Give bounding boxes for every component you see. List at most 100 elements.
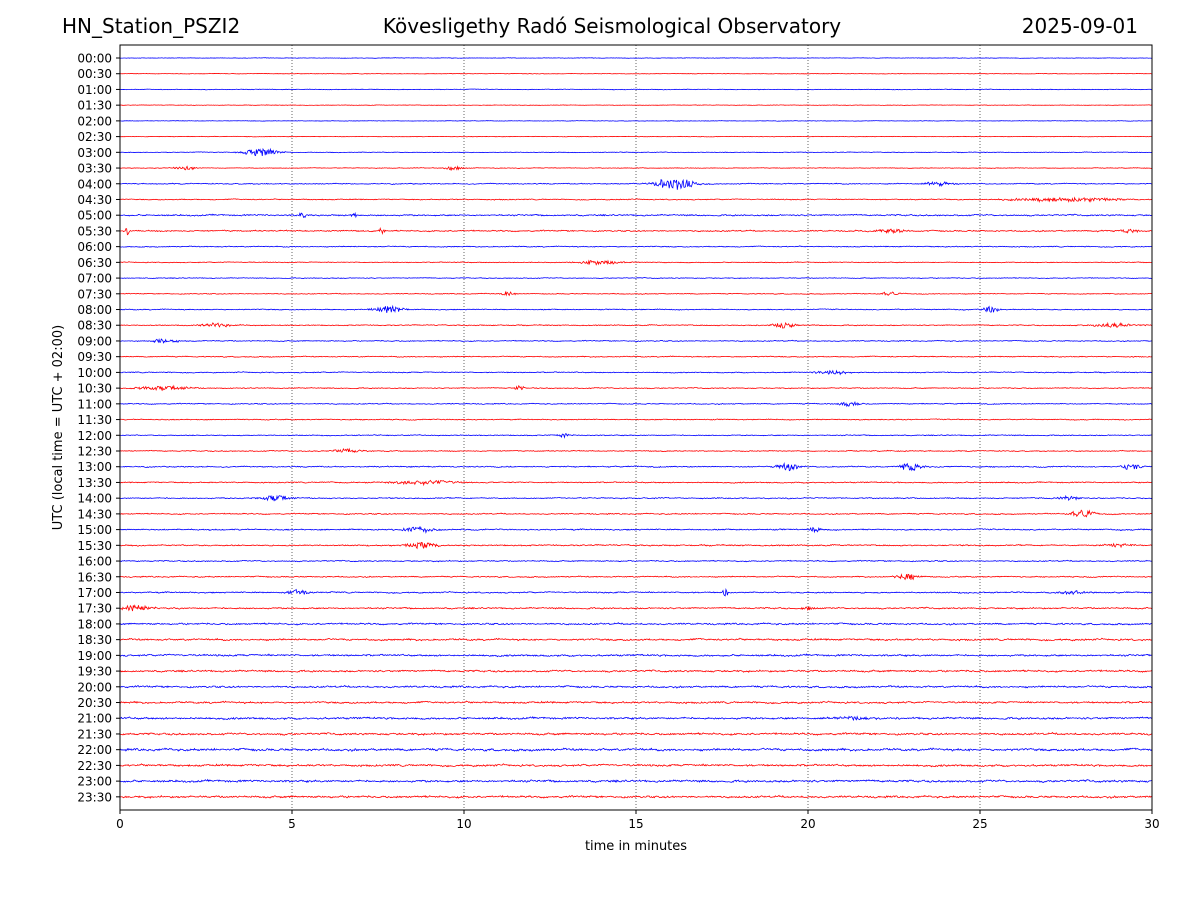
trace-2030 bbox=[119, 700, 1153, 705]
trace-0100 bbox=[119, 88, 1153, 91]
y-tick-label: 11:00 bbox=[77, 397, 112, 411]
y-tick-label: 04:30 bbox=[77, 193, 112, 207]
y-tick-label: 22:30 bbox=[77, 759, 112, 773]
trace-1700 bbox=[119, 587, 1153, 597]
trace-1000 bbox=[119, 369, 1153, 376]
trace-0230 bbox=[119, 135, 1153, 138]
y-tick-label: 23:00 bbox=[77, 775, 112, 789]
trace-2300 bbox=[119, 778, 1153, 784]
y-tick-label: 10:30 bbox=[77, 382, 112, 396]
y-tick-label: 03:30 bbox=[77, 162, 112, 176]
trace-0630 bbox=[119, 259, 1153, 266]
y-tick-label: 18:30 bbox=[77, 633, 112, 647]
y-tick-label: 06:00 bbox=[77, 240, 112, 254]
trace-0830 bbox=[119, 321, 1153, 329]
trace-0330 bbox=[119, 165, 1153, 171]
x-axis-ticks: 0 5 10 15 20 25 30 bbox=[116, 810, 1160, 831]
y-tick-label: 02:00 bbox=[77, 114, 112, 128]
y-tick-label: 00:30 bbox=[77, 67, 112, 81]
seismogram-traces bbox=[119, 57, 1153, 799]
trace-1430 bbox=[119, 509, 1153, 518]
y-tick-label: 09:30 bbox=[77, 350, 112, 364]
y-tick-label: 17:00 bbox=[77, 586, 112, 600]
trace-0400 bbox=[119, 178, 1153, 190]
grid-lines bbox=[291, 45, 981, 810]
y-tick-label: 18:00 bbox=[77, 617, 112, 631]
trace-1930 bbox=[119, 669, 1153, 674]
trace-0700 bbox=[119, 277, 1153, 280]
trace-0530 bbox=[119, 226, 1153, 236]
y-tick-label: 12:00 bbox=[77, 429, 112, 443]
chart-date: 2025-09-01 bbox=[1021, 14, 1138, 38]
chart-title: Kövesligethy Radó Seismological Observat… bbox=[382, 14, 842, 38]
y-tick-label: 07:30 bbox=[77, 287, 112, 301]
y-tick-label: 19:00 bbox=[77, 649, 112, 663]
trace-1400 bbox=[119, 494, 1153, 502]
trace-0130 bbox=[119, 104, 1153, 106]
y-tick-label: 08:30 bbox=[77, 319, 112, 333]
y-tick-label: 14:30 bbox=[77, 507, 112, 521]
trace-2230 bbox=[119, 763, 1153, 768]
y-tick-label: 12:30 bbox=[77, 445, 112, 459]
trace-0600 bbox=[119, 245, 1153, 248]
y-tick-label: 21:00 bbox=[77, 712, 112, 726]
trace-0730 bbox=[119, 290, 1153, 297]
y-tick-label: 06:30 bbox=[77, 256, 112, 270]
y-tick-label: 10:00 bbox=[77, 366, 112, 380]
y-tick-label: 14:00 bbox=[77, 492, 112, 506]
y-tick-label: 11:30 bbox=[77, 413, 112, 427]
trace-2130 bbox=[119, 731, 1153, 737]
trace-1730 bbox=[119, 604, 1153, 612]
y-tick-label: 16:00 bbox=[77, 555, 112, 569]
y-tick-label: 08:00 bbox=[77, 303, 112, 317]
y-tick-label: 05:00 bbox=[77, 209, 112, 223]
y-tick-label: 20:00 bbox=[77, 680, 112, 694]
x-tick-label: 15 bbox=[628, 817, 643, 831]
y-tick-label: 04:00 bbox=[77, 177, 112, 191]
x-axis-label: time in minutes bbox=[585, 839, 687, 854]
trace-1630 bbox=[119, 573, 1153, 581]
trace-0000 bbox=[119, 57, 1153, 59]
y-axis-label: UTC (local time = UTC + 02:00) bbox=[51, 325, 66, 530]
trace-2000 bbox=[119, 684, 1153, 689]
x-tick-label: 0 bbox=[116, 817, 124, 831]
y-tick-label: 13:30 bbox=[77, 476, 112, 490]
x-tick-label: 10 bbox=[456, 817, 471, 831]
y-tick-label: 01:30 bbox=[77, 99, 112, 113]
trace-1300 bbox=[119, 462, 1153, 472]
y-tick-label: 17:30 bbox=[77, 602, 112, 616]
trace-1500 bbox=[119, 526, 1153, 534]
trace-2330 bbox=[119, 794, 1153, 799]
trace-1330 bbox=[120, 479, 1153, 487]
y-tick-label: 15:00 bbox=[77, 523, 112, 537]
trace-0930 bbox=[119, 355, 1153, 358]
trace-1600 bbox=[119, 559, 1153, 563]
trace-1130 bbox=[119, 418, 1153, 421]
trace-1100 bbox=[119, 400, 1153, 408]
y-tick-label: 05:30 bbox=[77, 224, 112, 238]
y-tick-label: 01:00 bbox=[77, 83, 112, 97]
trace-0800 bbox=[119, 304, 1153, 313]
y-tick-label: 00:00 bbox=[77, 52, 112, 66]
trace-0300 bbox=[119, 147, 1153, 157]
station-name: HN_Station_PSZI2 bbox=[62, 14, 241, 38]
x-tick-label: 20 bbox=[800, 817, 815, 831]
trace-1030 bbox=[119, 384, 1153, 392]
y-tick-label: 03:00 bbox=[77, 146, 112, 160]
x-tick-label: 5 bbox=[288, 817, 296, 831]
x-tick-label: 25 bbox=[972, 817, 987, 831]
trace-0500 bbox=[119, 211, 1153, 219]
trace-1800 bbox=[119, 622, 1153, 626]
y-tick-label: 02:30 bbox=[77, 130, 112, 144]
trace-1200 bbox=[119, 432, 1153, 439]
y-tick-label: 15:30 bbox=[77, 539, 112, 553]
trace-1530 bbox=[119, 541, 1153, 550]
y-tick-label: 13:00 bbox=[77, 460, 112, 474]
trace-0030 bbox=[119, 72, 1153, 75]
y-tick-label: 07:00 bbox=[77, 272, 112, 286]
trace-1830 bbox=[119, 637, 1153, 642]
x-tick-label: 30 bbox=[1144, 817, 1159, 831]
y-tick-label: 23:30 bbox=[77, 790, 112, 804]
